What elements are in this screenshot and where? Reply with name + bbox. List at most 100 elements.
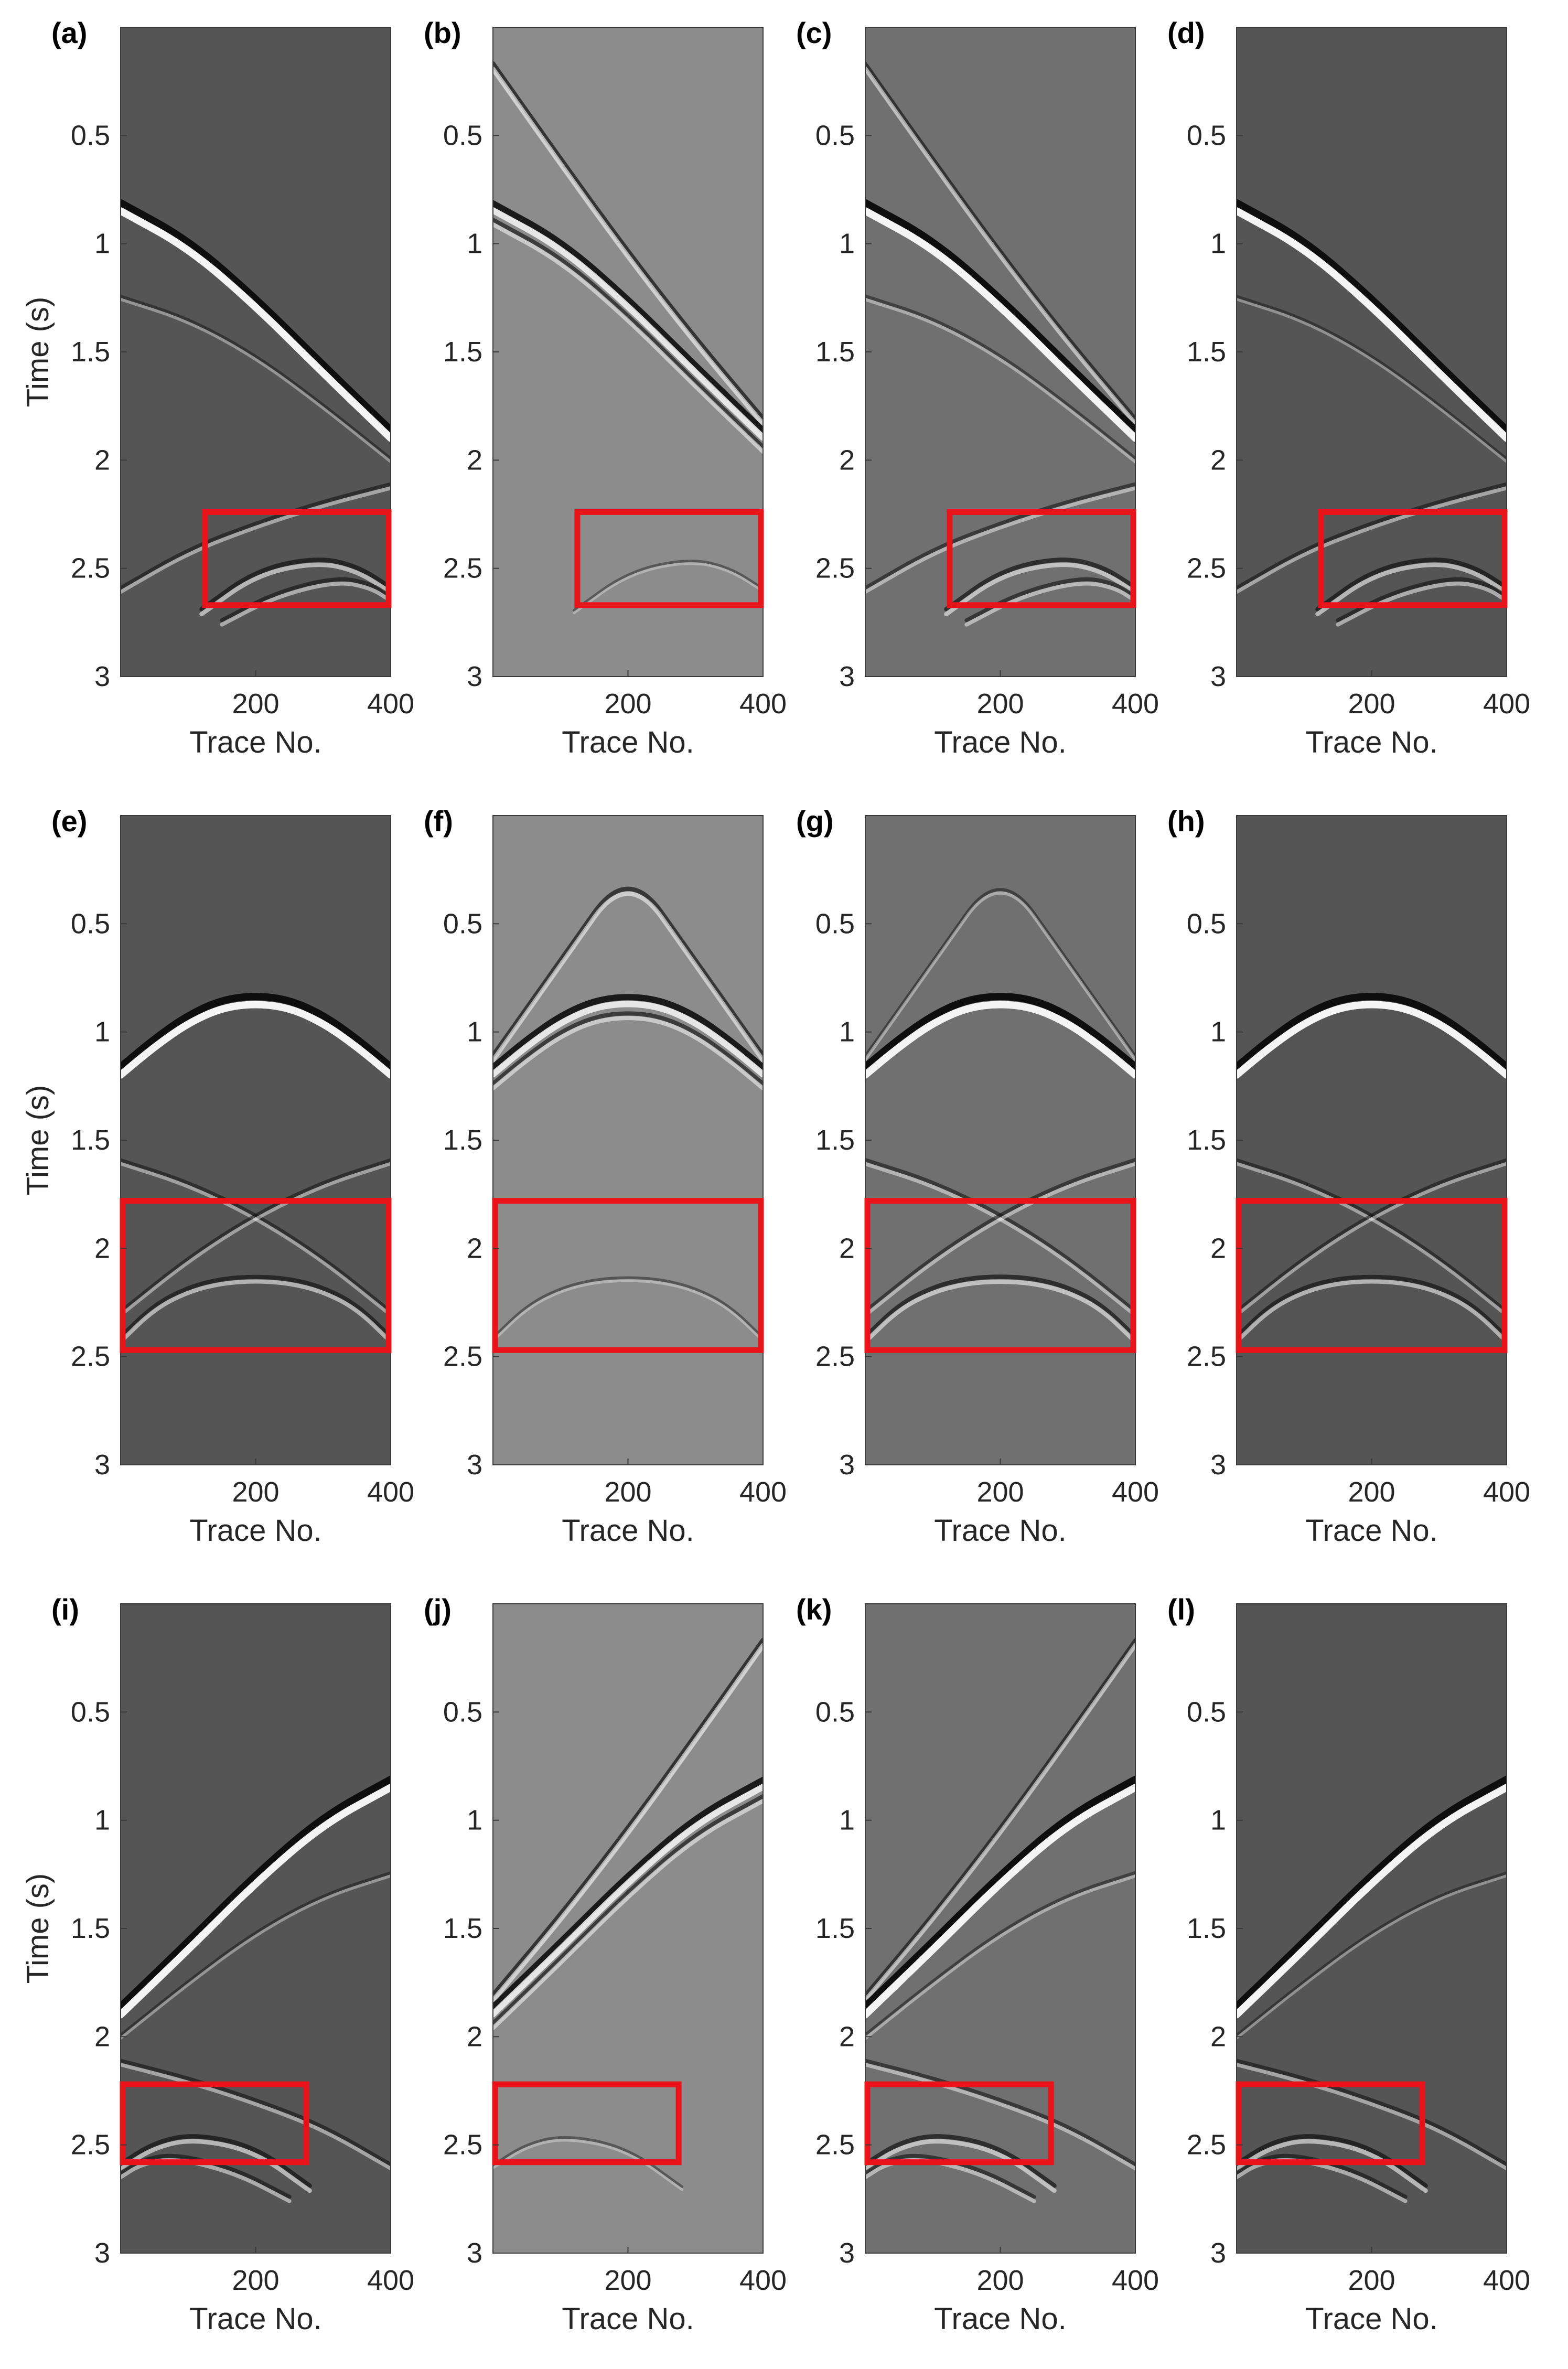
events [121,1775,391,2203]
x-tick-label: 400 [367,1476,414,1508]
y-tick-label: 3 [94,1449,110,1481]
x-tick-label: 200 [232,2265,279,2296]
y-tick-label: 1.5 [443,1124,482,1156]
event-1-peak [1237,1162,1507,1317]
event-1-trough [865,199,1135,434]
y-tick-label: 1 [94,1805,110,1836]
plot-area [493,816,763,1465]
highlight-box [120,2081,309,2166]
event-4-trough [865,1274,1135,1339]
x-tick-label: 400 [739,688,787,720]
y-tick-label: 1 [94,228,110,260]
y-tick-label: 2.5 [815,553,855,584]
event-2-peak [121,1162,391,1317]
y-tick-label: 2.5 [815,1341,855,1373]
y-tick-label: 1.5 [71,336,110,368]
event-2-trough [1237,1158,1507,1313]
event-3-trough [493,2136,683,2188]
event-3-trough [1315,558,1507,612]
panel-d: 0.5 1 1.5 2 2.5 3 200 400 Trace No. (d) [1167,16,1530,759]
x-tick-label: 200 [604,2265,651,2296]
y-tick-label: 1 [839,1016,855,1048]
y-tick-label: 2.5 [1187,2129,1226,2161]
panel-l: 0.5 1 1.5 2 2.5 3 200 400 Trace No. (l) [1167,1593,1530,2336]
event-1-trough [1237,295,1507,460]
highlight-box [864,1198,1136,1353]
event-1-peak [121,1162,391,1317]
y-tick-label: 1 [1210,1805,1226,1836]
event-0-trough [121,1775,391,2011]
panel-e: 0.5 1 1.5 2 2.5 3 200 400 Trace No. Time (s) (e) [21,805,414,1548]
event-2-trough [1237,482,1507,590]
y-tick-label: 0.5 [815,1696,855,1728]
x-tick-label: 200 [1348,2265,1395,2296]
y-tick-label: 3 [1210,2237,1226,2269]
panel-label: (e) [51,805,87,838]
x-axis-title: Trace No. [1305,2302,1437,2336]
y-tick-label: 2.5 [443,2129,482,2161]
y-tick-label: 0.5 [443,1696,482,1728]
y-tick-label: 2 [467,2021,482,2052]
y-tick-label: 2 [839,444,855,476]
x-tick-label: 400 [1112,2265,1159,2296]
x-tick-label: 400 [1483,2265,1530,2296]
event-2-trough [865,1871,1135,2037]
event-2-peak [493,1016,763,1091]
event-4-trough [220,577,391,623]
event-1-peak [1237,298,1507,463]
event-1-peak [493,207,763,441]
event-0-trough [865,61,1135,421]
event-4-trough [944,558,1135,612]
panel-label: (i) [51,1593,79,1626]
event-2-peak [493,1798,763,2031]
x-tick-label: 400 [367,2265,414,2296]
events [1237,993,1507,1344]
event-3-trough [493,1276,763,1339]
y-tick-label: 2 [1210,444,1226,476]
panel-label: (h) [1167,805,1205,838]
x-tick-label: 400 [1483,688,1530,720]
y-tick-label: 2.5 [443,553,482,584]
y-tick-label: 3 [467,1449,482,1481]
y-tick-label: 3 [1210,661,1226,692]
y-tick-label: 1 [467,1805,482,1836]
y-tick-label: 1 [94,1016,110,1048]
highlight-box [120,1198,392,1353]
x-axis-title: Trace No. [562,2302,694,2336]
event-0-peak [1237,1001,1507,1079]
y-tick-label: 3 [839,1449,855,1481]
event-0-trough [493,61,763,421]
y-tick-label: 1.5 [71,1124,110,1156]
y-tick-label: 2 [839,2021,855,2052]
event-1-peak [865,1001,1135,1079]
event-3-trough [121,1274,391,1339]
y-tick-label: 2.5 [71,553,110,584]
event-1-peak [493,1784,763,2018]
events [493,1637,763,2191]
event-2-trough [1237,2059,1507,2167]
event-1-trough [1237,1158,1507,1313]
event-0-trough [1237,993,1507,1071]
event-2-peak [865,298,1135,464]
panel-label: (d) [1167,16,1205,49]
event-0-trough [493,886,763,1058]
y-tick-label: 2 [1210,1232,1226,1264]
events [121,993,391,1344]
y-tick-label: 2.5 [443,1341,482,1373]
plot-area [121,816,391,1465]
event-3-trough [573,560,763,612]
events [1237,199,1507,627]
highlight-box [574,509,764,608]
y-tick-label: 1.5 [815,1913,855,1944]
y-tick-label: 1 [1210,228,1226,260]
event-2-peak [865,1162,1135,1317]
x-axis-title: Trace No. [934,725,1066,759]
event-0-trough [1237,1775,1507,2011]
y-tick-label: 1.5 [1187,1124,1226,1156]
event-1-trough [121,1158,391,1313]
y-tick-label: 1.5 [1187,336,1226,368]
event-1-trough [1237,1871,1507,2036]
y-tick-label: 0.5 [1187,908,1226,939]
event-3-peak [493,2139,683,2191]
event-4-peak [865,2139,1057,2193]
